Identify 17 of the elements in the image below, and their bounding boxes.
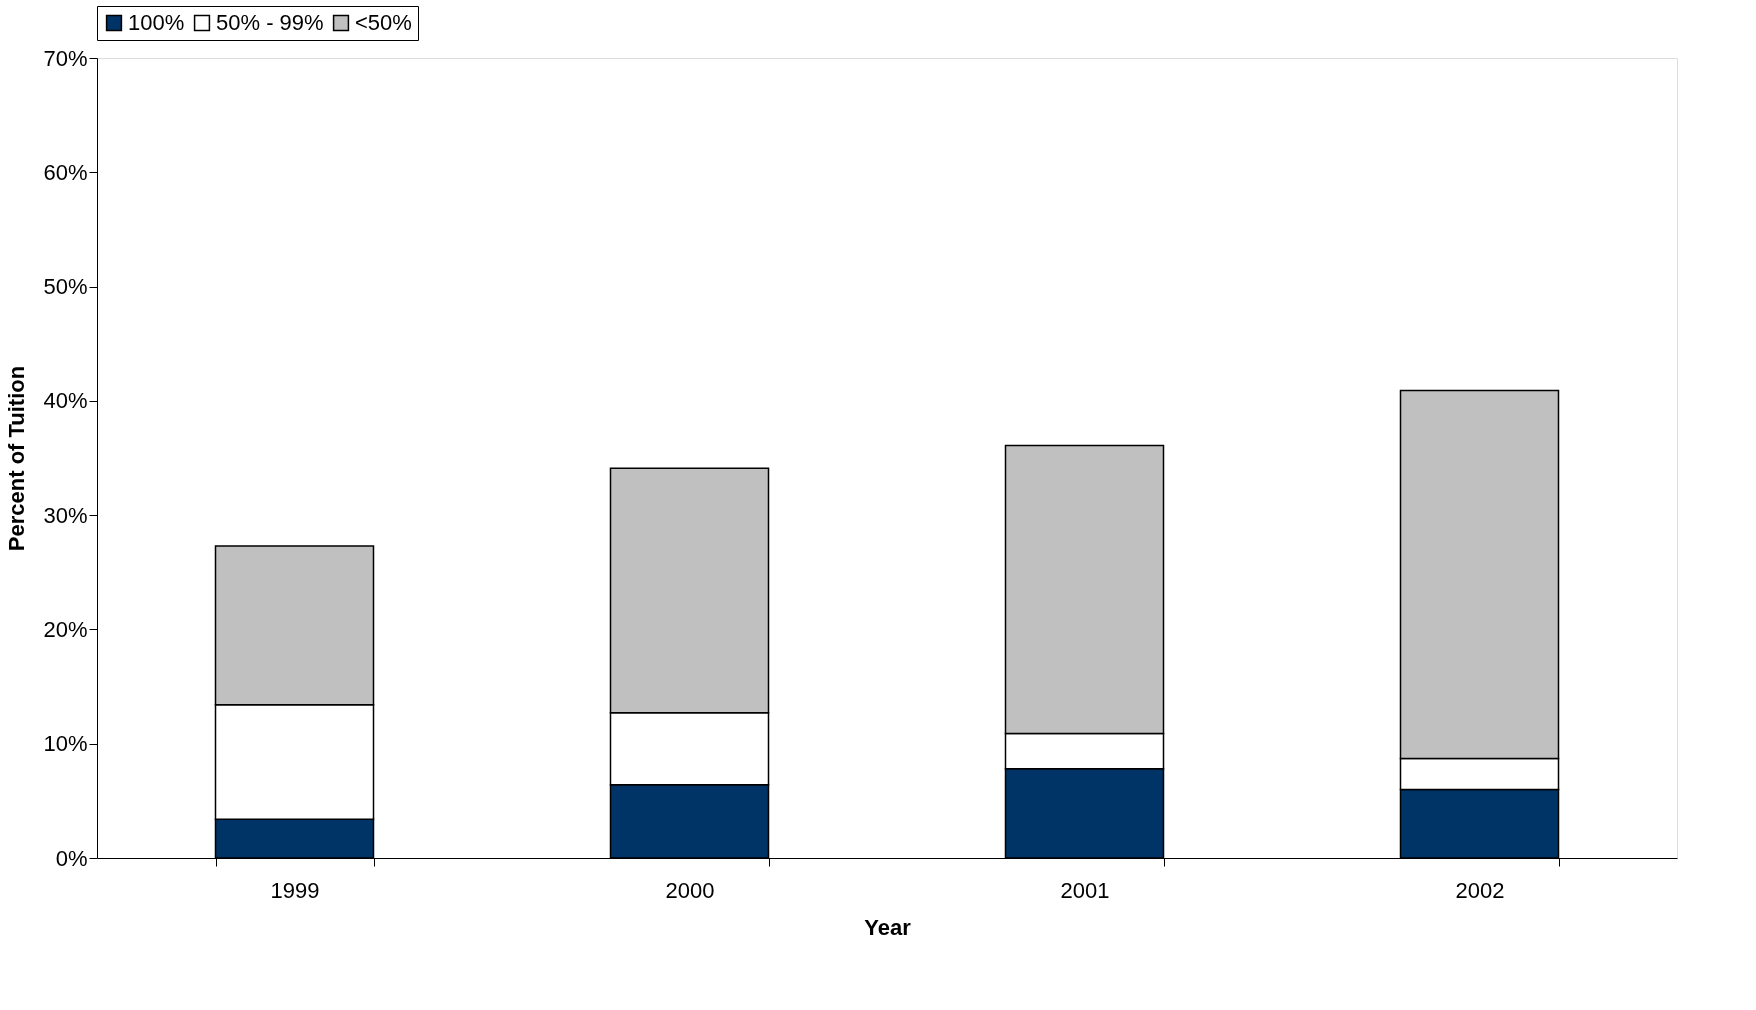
x-tick-label: 2001 — [1060, 877, 1110, 903]
x-axis-title: Year — [864, 914, 912, 940]
x-tick-label: 1999 — [270, 877, 320, 903]
y-tick-label: 50% — [43, 274, 88, 300]
y-tick-label: 30% — [43, 502, 88, 528]
x-tick-label: 2000 — [665, 877, 715, 903]
y-tick-label: 40% — [43, 388, 88, 414]
y-axis-title: Percent of Tuition — [4, 365, 30, 552]
legend-label: 100% — [128, 10, 185, 35]
legend-label: <50% — [355, 10, 412, 35]
x-tick-label: 2002 — [1455, 877, 1505, 903]
y-tick-label: 60% — [43, 159, 88, 185]
y-tick-label: 10% — [43, 731, 88, 757]
legend-label: 50% - 99% — [216, 10, 324, 35]
y-tick-label: 20% — [43, 616, 88, 642]
y-tick-label: 0% — [55, 845, 88, 871]
y-tick-label: 70% — [43, 45, 88, 71]
